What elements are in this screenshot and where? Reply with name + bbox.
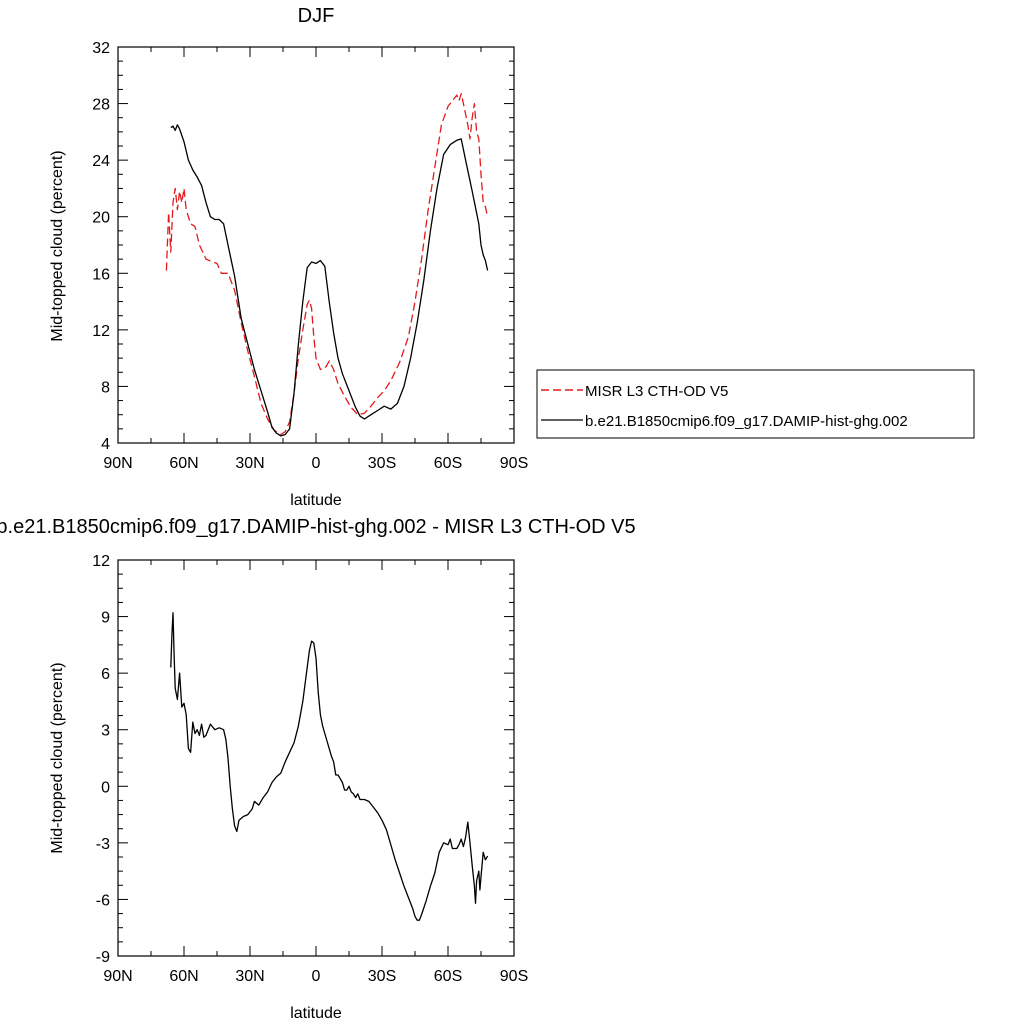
x-tick-label: 60S [434,455,462,472]
y-tick-label: 9 [101,610,110,627]
tick-layer: 90N 60N 30N 0 30S 60S 90S -9 -6 -3 0 3 6 9 12 [92,553,528,985]
y-tick-label: -9 [96,949,110,966]
plot-frame [117,559,515,957]
y-tick-label: 4 [101,436,110,453]
legend-box [536,369,975,439]
y-tick-label: 28 [92,97,110,114]
series-line-1 [170,124,489,437]
x-tick-label: 90S [500,968,528,985]
y-tick-label: 20 [92,210,110,227]
x-tick-label: 30S [368,455,396,472]
top-chart-panel: DJF Mid-topped cloud (percent) latitude … [49,5,975,509]
y-tick-label: 24 [92,153,110,170]
x-tick-label: 90S [500,455,528,472]
x-tick-label: 90N [103,455,132,472]
y-tick-label: 0 [101,779,110,796]
y-tick-label: 3 [101,723,110,740]
series-line-0 [170,612,489,921]
x-tick-label: 90N [103,968,132,985]
x-tick-label: 30N [235,455,264,472]
y-tick-label: 32 [92,40,110,57]
x-tick-label: 60S [434,968,462,985]
legend-label-model: b.e21.B1850cmip6.f09_g17.DAMIP-hist-ghg.… [585,413,908,430]
y-tick-label: -6 [96,892,110,909]
series-layer [170,612,489,921]
legend-label-misr: MISR L3 CTH-OD V5 [585,383,728,400]
x-axis-label: latitude [290,1005,342,1022]
tick-layer: 90N 60N 30N 0 30S 60S 90S 4 8 12 16 20 24 28 32 [92,40,528,472]
y-tick-label: -3 [96,836,110,853]
x-axis-label: latitude [290,492,342,509]
y-tick-label: 8 [101,379,110,396]
legend: MISR L3 CTH-OD V5 b.e21.B1850cmip6.f09_g… [536,369,975,439]
y-tick-label: 16 [92,266,110,283]
y-tick-label: 12 [92,323,110,340]
y-axis-label: Mid-topped cloud (percent) [49,150,66,341]
chart-title: b.e21.B1850cmip6.f09_g17.DAMIP-hist-ghg.… [0,516,636,538]
x-tick-label: 0 [312,455,321,472]
x-tick-label: 0 [312,968,321,985]
bottom-chart-panel: b.e21.B1850cmip6.f09_g17.DAMIP-hist-ghg.… [0,516,636,1022]
chart-title: DJF [298,5,335,27]
series-layer [165,93,489,437]
y-tick-label: 6 [101,666,110,683]
y-tick-label: 12 [92,553,110,570]
y-axis-label: Mid-topped cloud (percent) [49,662,66,853]
plot-frame [117,46,515,444]
series-line-0 [165,93,489,436]
x-tick-label: 60N [169,455,198,472]
x-tick-label: 30S [368,968,396,985]
x-tick-label: 60N [169,968,198,985]
x-tick-label: 30N [235,968,264,985]
